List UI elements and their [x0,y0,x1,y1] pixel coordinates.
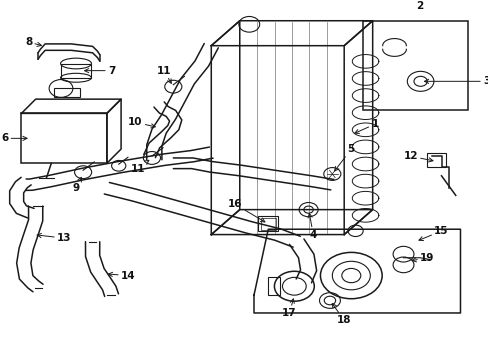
Bar [21,113,107,163]
Text: 16: 16 [227,199,264,222]
Text: 8: 8 [25,37,41,47]
Text: 11: 11 [156,66,171,84]
Bar [268,277,280,295]
Text: 5: 5 [334,144,354,171]
Bar [258,216,278,231]
Bar [363,21,467,110]
Text: 17: 17 [282,299,296,318]
Text: 11: 11 [130,160,148,174]
Text: 14: 14 [108,271,135,280]
Text: 13: 13 [37,233,71,243]
Text: 10: 10 [128,117,155,128]
Text: 2: 2 [416,1,423,12]
Bar [427,153,446,167]
Text: 6: 6 [1,133,27,143]
Text: 3: 3 [424,76,488,86]
Text: 18: 18 [331,303,351,325]
Bar [61,63,91,78]
Text: 15: 15 [418,226,448,240]
Text: 7: 7 [84,66,115,76]
Bar [260,218,275,230]
Bar [54,89,80,97]
Text: 1: 1 [354,119,378,134]
Text: 9: 9 [72,177,81,193]
Text: 19: 19 [411,253,433,263]
Text: 4: 4 [307,213,316,239]
Text: 12: 12 [403,151,432,162]
